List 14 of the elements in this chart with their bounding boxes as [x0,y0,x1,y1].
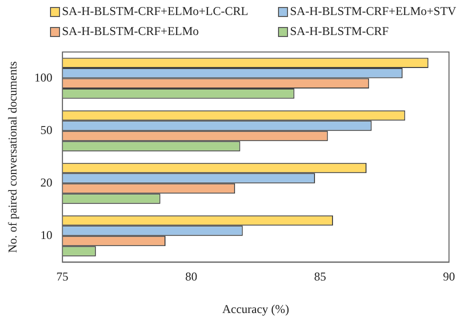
x-tick-label: 75 [56,270,68,284]
y-tick-label: 100 [34,70,52,84]
y-tick-label: 20 [40,176,52,190]
x-tick-label: 90 [443,270,455,284]
y-tick-label: 50 [40,122,52,137]
legend-label: SA-H-BLSTM-CRF+ELMo [62,24,199,39]
x-tick-label: 85 [314,270,326,284]
y-axis-title: No. of paired conversational documents [5,60,20,253]
legend-label: SA-H-BLSTM-CRF [290,24,389,39]
x-axis-title: Accuracy (%) [222,302,290,316]
legend-label: SA-H-BLSTM-CRF+ELMo+LC-CRL [62,4,248,19]
legend-label: SA-H-BLSTM-CRF+ELMo+STV [290,4,456,19]
x-tick-label: 80 [185,270,198,284]
y-tick-label: 10 [40,228,52,242]
